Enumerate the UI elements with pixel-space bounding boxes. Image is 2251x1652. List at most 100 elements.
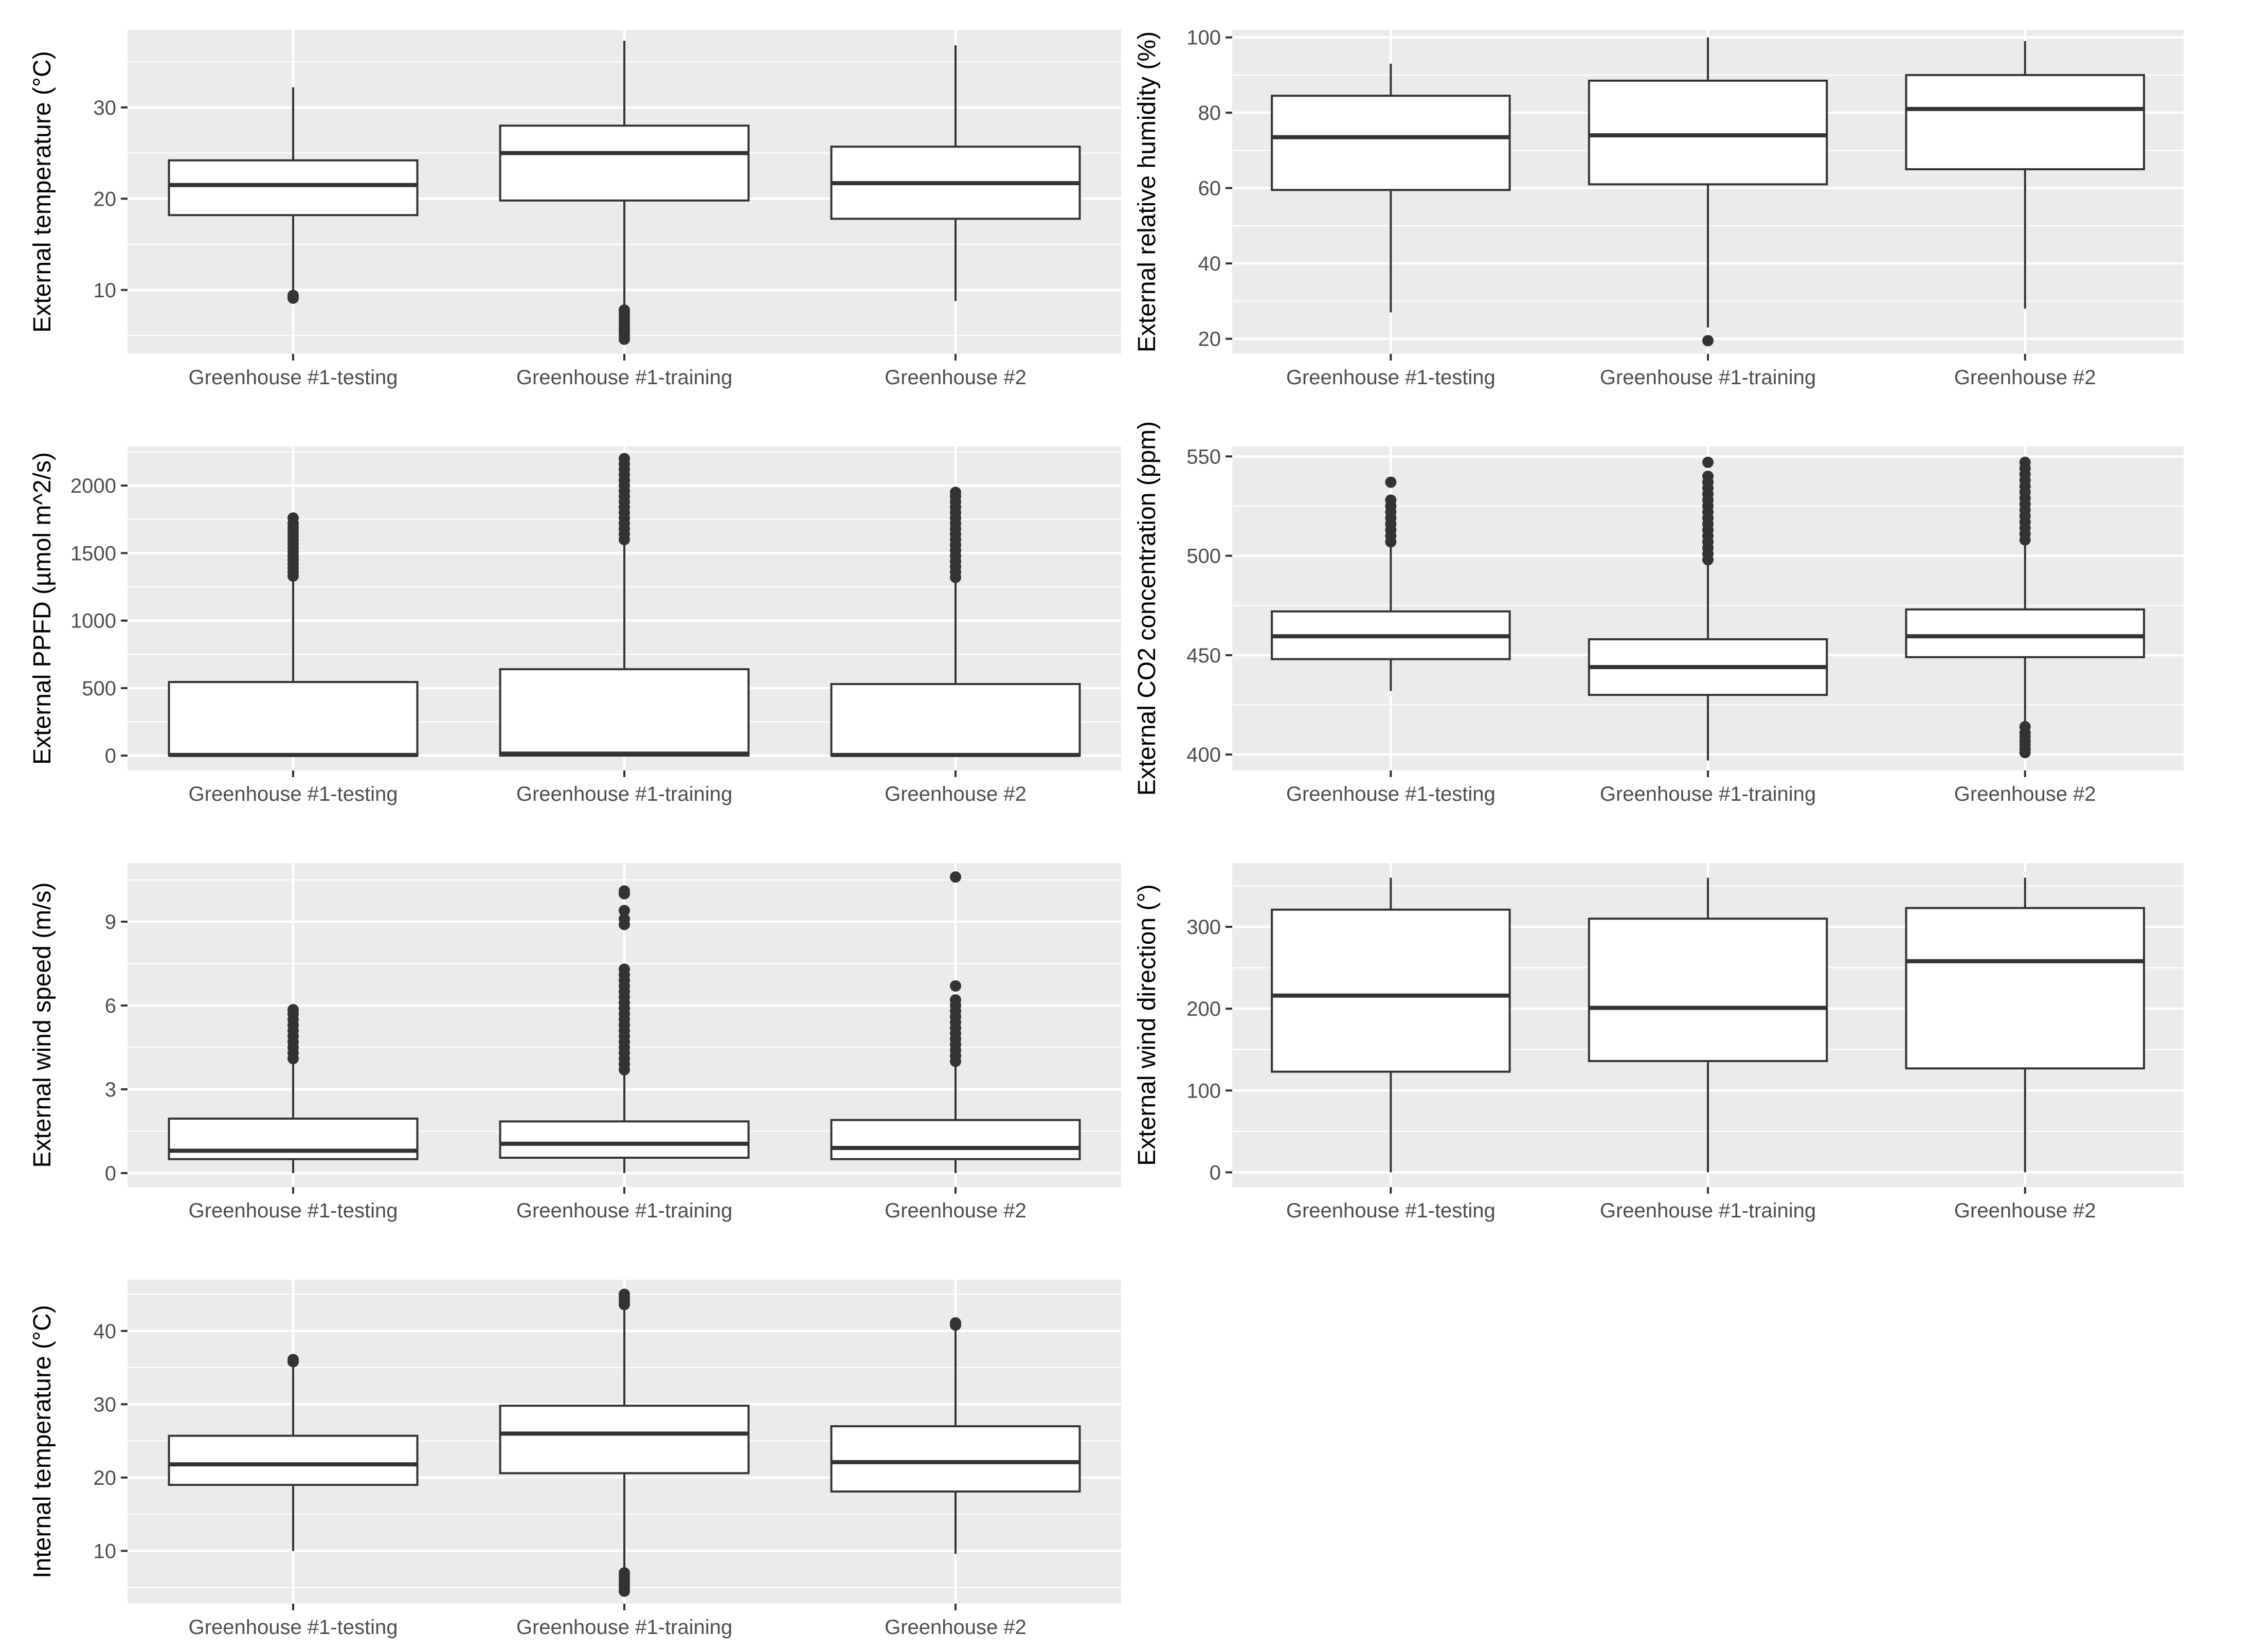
box-3 (1905, 456, 2145, 759)
box-2 (1588, 456, 1828, 761)
x-tick-label: Greenhouse #1-testing (189, 1616, 398, 1639)
box-1 (168, 87, 419, 304)
box-2 (499, 41, 750, 345)
iqr-box (499, 668, 750, 757)
y-tick-label: 300 (1186, 916, 1221, 939)
y-tick-label: 20 (94, 188, 117, 210)
y-tick-label: 10 (94, 279, 117, 302)
x-tick-label: Greenhouse #1-training (516, 1616, 732, 1639)
outlier-point (2019, 456, 2031, 468)
outlier-point (619, 1567, 630, 1579)
iqr-box (1905, 74, 2145, 171)
x-tick-label: Greenhouse #1-testing (189, 1199, 398, 1222)
x-tick-label: Greenhouse #1-training (1600, 366, 1816, 389)
y-tick-label: 20 (1198, 328, 1221, 351)
y-tick-label: 450 (1186, 644, 1221, 667)
outlier-point (1385, 476, 1397, 488)
box-3 (830, 45, 1081, 301)
y-tick-label: 400 (1186, 744, 1221, 766)
x-tick-label: Greenhouse #2 (1954, 366, 2096, 389)
outlier-point (287, 290, 299, 301)
outlier-point (287, 512, 299, 524)
x-tick-label: Greenhouse #1-training (516, 366, 732, 389)
y-tick-label: 9 (105, 911, 116, 933)
x-tick-label: Greenhouse #2 (885, 1616, 1027, 1639)
outlier-point (1702, 456, 1714, 468)
iqr-box (1905, 907, 2145, 1070)
panel-ext-wind-dir: 0 100 200 300 Greenhouse #1-testing Greenhous… (1133, 863, 2184, 1222)
outlier-point (950, 994, 961, 1006)
outlier-point (950, 871, 961, 883)
x-tick-label: Greenhouse #2 (885, 1199, 1027, 1222)
x-tick-label: Greenhouse #1-training (1600, 1199, 1816, 1222)
iqr-box (168, 1117, 419, 1160)
panel-ext-wind-speed: 0 3 6 9 Greenhouse #1-testing Greenhouse #1-t… (29, 863, 1121, 1222)
y-tick-label: 40 (1198, 253, 1221, 275)
box-1 (168, 1354, 419, 1551)
y-tick-label: 20 (94, 1467, 117, 1489)
outlier-point (950, 1317, 961, 1329)
y-tick-label: 1500 (70, 542, 116, 565)
outlier-point (2019, 721, 2031, 732)
box-3 (830, 871, 1081, 1173)
iqr-box (1905, 608, 2145, 658)
y-axis-title: External temperature (°C) (29, 51, 56, 332)
y-tick-label: 550 (1186, 445, 1221, 468)
box-2 (1588, 877, 1828, 1173)
y-tick-label: 80 (1198, 102, 1221, 124)
y-tick-label: 30 (94, 1393, 117, 1416)
box-3 (830, 1317, 1081, 1554)
outlier-point (287, 1354, 299, 1366)
y-tick-label: 0 (105, 745, 116, 767)
y-tick-label: 500 (82, 677, 116, 700)
outlier-point (1702, 335, 1714, 347)
iqr-box (499, 124, 750, 202)
y-tick-label: 200 (1186, 998, 1221, 1020)
outlier-point (287, 1004, 299, 1016)
box-1 (1271, 63, 1511, 313)
iqr-box (1588, 918, 1828, 1062)
y-tick-label: 3 (105, 1079, 116, 1101)
x-tick-label: Greenhouse #1-testing (1286, 1199, 1496, 1222)
iqr-box (830, 1119, 1081, 1160)
iqr-box (168, 681, 419, 757)
y-tick-label: 60 (1198, 177, 1221, 200)
panel-ext-ppfd: 0 500 1000 1500 2000 Greenhouse #1-testing Gre… (29, 446, 1121, 805)
x-tick-label: Greenhouse #2 (1954, 783, 2096, 805)
box-1 (168, 1004, 419, 1173)
iqr-box (1271, 95, 1511, 191)
y-tick-label: 10 (94, 1540, 117, 1563)
y-tick-label: 6 (105, 995, 116, 1017)
iqr-box (168, 159, 419, 217)
y-axis-title: External relative humidity (%) (1133, 31, 1161, 352)
y-axis-title: External CO2 concentration (ppm) (1133, 421, 1161, 796)
box-1 (1271, 476, 1511, 691)
outlier-point (619, 1288, 630, 1300)
x-tick-label: Greenhouse #2 (885, 783, 1027, 805)
outlier-point (1385, 494, 1397, 506)
box-3 (1905, 41, 2145, 309)
y-axis-title: Internal temperature (°C) (29, 1305, 56, 1578)
outlier-point (619, 885, 630, 897)
box-2 (499, 1288, 750, 1597)
iqr-box (499, 1120, 750, 1159)
y-tick-label: 40 (94, 1320, 117, 1343)
y-tick-label: 0 (1210, 1161, 1221, 1184)
x-tick-label: Greenhouse #1-training (516, 783, 732, 805)
x-tick-label: Greenhouse #1-testing (189, 366, 398, 389)
x-tick-label: Greenhouse #1-testing (1286, 783, 1496, 805)
y-tick-label: 1000 (70, 610, 116, 633)
outlier-point (950, 980, 961, 992)
outlier-point (950, 487, 961, 498)
iqr-box (1271, 908, 1511, 1073)
panel-ext-co2: 400 450 500 550 Greenhouse #1-testing Greenho… (1133, 421, 2184, 805)
iqr-box (168, 1434, 419, 1486)
outlier-point (619, 304, 630, 316)
y-axis-title: External wind speed (m/s) (29, 883, 56, 1168)
iqr-box (830, 1425, 1081, 1493)
outlier-point (619, 905, 630, 917)
y-tick-label: 100 (1186, 1080, 1221, 1102)
y-tick-label: 0 (105, 1162, 116, 1185)
box-3 (1905, 877, 2145, 1173)
